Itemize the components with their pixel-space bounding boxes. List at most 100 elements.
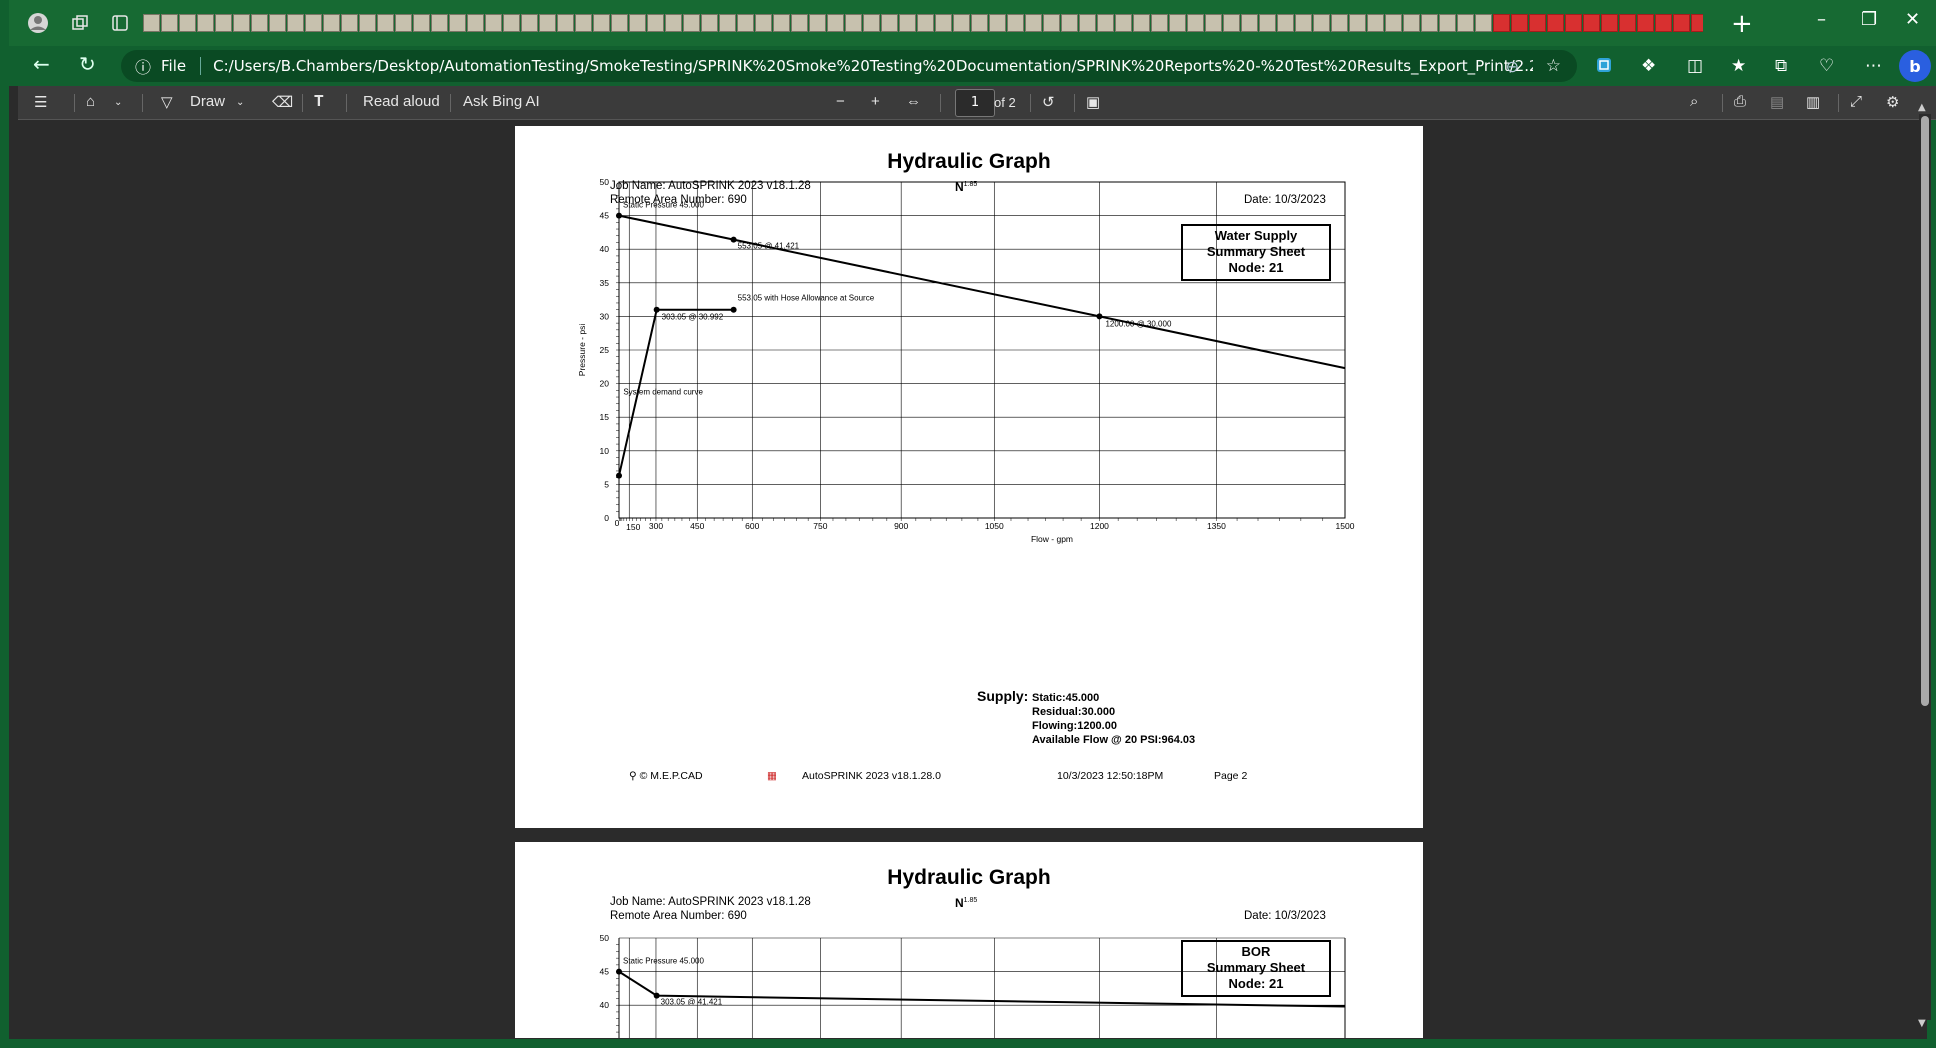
split-screen-icon[interactable]: ◫ [1687, 56, 1704, 76]
browser-tab[interactable] [1043, 14, 1060, 32]
browser-tab[interactable] [215, 14, 232, 32]
read-aloud-button[interactable]: Read aloud [363, 93, 440, 110]
browser-tab[interactable] [791, 14, 808, 32]
draw-icon[interactable]: ▽ [161, 94, 173, 111]
add-text-icon[interactable]: 𝐓 [314, 93, 324, 110]
browser-tab[interactable] [1601, 14, 1618, 32]
browser-tab[interactable] [1187, 14, 1204, 32]
tab-strip[interactable] [143, 14, 1703, 32]
browser-tab[interactable] [1673, 14, 1690, 32]
workspaces-icon[interactable] [67, 11, 93, 35]
browser-tab[interactable] [1331, 14, 1348, 32]
browser-tab[interactable] [1241, 14, 1258, 32]
browser-tab[interactable] [1151, 14, 1168, 32]
browser-tab[interactable] [521, 14, 538, 32]
browser-tab[interactable] [611, 14, 628, 32]
browser-tab[interactable] [1547, 14, 1564, 32]
fit-to-page-icon[interactable]: ⇔ [906, 93, 921, 110]
zoom-in-icon[interactable]: + [871, 93, 880, 110]
erase-icon[interactable]: ⌫ [272, 94, 294, 111]
favorite-star-icon[interactable]: ☆ [1545, 56, 1561, 76]
browser-tab[interactable] [1367, 14, 1384, 32]
browser-tab[interactable] [197, 14, 214, 32]
browser-tab[interactable] [935, 14, 952, 32]
browser-tab[interactable] [647, 14, 664, 32]
browser-tab[interactable] [809, 14, 826, 32]
browser-tab[interactable] [1115, 14, 1132, 32]
close-button[interactable]: ✕ [1905, 9, 1921, 30]
browser-tab[interactable] [1259, 14, 1276, 32]
zoom-out-icon[interactable]: − [836, 93, 845, 110]
new-tab-button[interactable]: + [1731, 9, 1753, 39]
browser-tab[interactable] [359, 14, 376, 32]
rotate-icon[interactable]: ↺ [1042, 94, 1055, 111]
browser-tab[interactable] [1655, 14, 1672, 32]
page-number-input[interactable]: 1 [955, 89, 995, 117]
browser-tab[interactable] [1439, 14, 1456, 32]
restore-button[interactable]: ❐ [1861, 9, 1878, 30]
more-menu-icon[interactable]: ⋯ [1865, 56, 1882, 76]
browser-tab[interactable] [1583, 14, 1600, 32]
browser-tab[interactable] [323, 14, 340, 32]
browser-tab[interactable] [1493, 14, 1510, 32]
favorites-icon[interactable]: ★ [1731, 56, 1747, 76]
browser-tab[interactable] [251, 14, 268, 32]
contents-icon[interactable]: ☰ [34, 94, 48, 111]
browser-tab[interactable] [1619, 14, 1636, 32]
browser-tab[interactable] [953, 14, 970, 32]
browser-tab[interactable] [863, 14, 880, 32]
browser-tab[interactable] [467, 14, 484, 32]
browser-tab[interactable] [179, 14, 196, 32]
browser-tab[interactable] [1565, 14, 1582, 32]
browser-tab[interactable] [233, 14, 250, 32]
browser-tab[interactable] [1277, 14, 1294, 32]
url-text[interactable]: C:/Users/B.Chambers/Desktop/AutomationTe… [213, 57, 1533, 75]
browser-tab[interactable] [593, 14, 610, 32]
browser-tab[interactable] [1025, 14, 1042, 32]
browser-tab[interactable] [1133, 14, 1150, 32]
search-icon[interactable]: ⌕ [1690, 93, 1699, 110]
browser-tab[interactable] [755, 14, 772, 32]
browser-tab[interactable] [683, 14, 700, 32]
browser-tab[interactable] [503, 14, 520, 32]
ask-bing-button[interactable]: Ask Bing AI [463, 93, 540, 110]
browser-tab[interactable] [1097, 14, 1114, 32]
browser-tab[interactable] [1691, 14, 1703, 32]
browser-tab[interactable] [341, 14, 358, 32]
browser-tab[interactable] [1349, 14, 1366, 32]
browser-tab[interactable] [881, 14, 898, 32]
browser-tab[interactable] [971, 14, 988, 32]
browser-tab[interactable] [485, 14, 502, 32]
bing-copilot-icon[interactable]: b [1899, 50, 1931, 82]
browser-tab[interactable] [1169, 14, 1186, 32]
browser-tab[interactable] [737, 14, 754, 32]
browser-tab[interactable] [395, 14, 412, 32]
collections-icon[interactable]: ⧉ [1775, 56, 1788, 76]
browser-tab[interactable] [1511, 14, 1528, 32]
minimize-button[interactable]: – [1817, 9, 1826, 30]
profile-icon[interactable] [25, 11, 51, 35]
draw-button[interactable]: Draw [190, 93, 226, 110]
browser-tab[interactable] [1529, 14, 1546, 32]
browser-tab[interactable] [1295, 14, 1312, 32]
browser-tab[interactable] [1403, 14, 1420, 32]
browser-tab[interactable] [161, 14, 178, 32]
browser-tab[interactable] [1421, 14, 1438, 32]
browser-tab[interactable] [701, 14, 718, 32]
browser-tab[interactable] [665, 14, 682, 32]
browser-tab[interactable] [1007, 14, 1024, 32]
save-as-icon[interactable]: ▥ [1806, 94, 1821, 111]
browser-tab[interactable] [1313, 14, 1330, 32]
browser-tab[interactable] [1637, 14, 1654, 32]
scroll-up-arrow[interactable]: ▲ [1918, 102, 1926, 113]
browser-tab[interactable] [629, 14, 646, 32]
browser-tab[interactable] [773, 14, 790, 32]
vertical-scrollbar[interactable] [1919, 114, 1931, 1020]
browser-tab[interactable] [377, 14, 394, 32]
browser-tab[interactable] [431, 14, 448, 32]
browser-tab[interactable] [1385, 14, 1402, 32]
browser-tab[interactable] [143, 14, 160, 32]
settings-gear-icon[interactable]: ⚙ [1886, 94, 1900, 111]
browser-tab[interactable] [1079, 14, 1096, 32]
browser-tab[interactable] [575, 14, 592, 32]
